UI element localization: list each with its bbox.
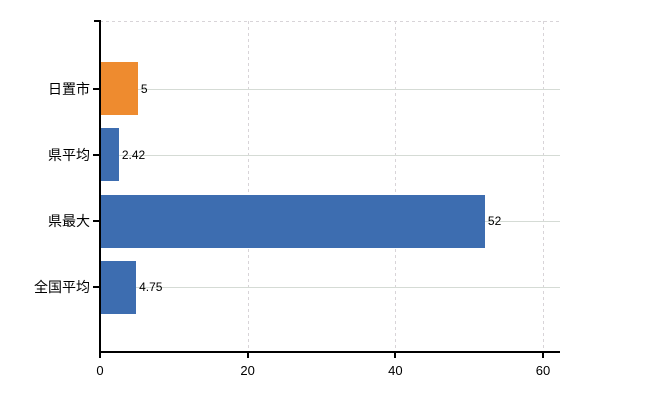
gridline-vertical — [543, 21, 544, 352]
gridline-vertical — [395, 21, 397, 352]
x-axis-tick-label: 20 — [240, 363, 255, 378]
x-axis-tick-label: 40 — [388, 363, 403, 378]
x-axis-line — [99, 351, 560, 353]
bar-1 — [101, 128, 119, 182]
y-axis-line — [99, 20, 101, 353]
bar-2 — [101, 194, 485, 248]
x-axis-tick — [99, 353, 101, 358]
x-axis-tick — [246, 353, 249, 358]
x-axis-tick — [542, 353, 544, 358]
x-axis-tick — [394, 353, 397, 358]
bar-value-label: 52 — [487, 214, 502, 229]
y-axis-tick — [93, 153, 100, 156]
y-axis-top-tick — [94, 20, 100, 22]
gridline-horizontal — [100, 88, 560, 90]
y-axis-category-label: 全国平均 — [34, 279, 90, 296]
y-axis-tick — [93, 220, 100, 223]
bar-value-label: 5 — [140, 81, 148, 96]
gridline-vertical — [247, 21, 249, 352]
bar-0 — [101, 62, 138, 115]
bar-value-label: 4.75 — [139, 280, 163, 295]
gridline-horizontal — [100, 154, 560, 156]
x-axis-tick-label: 0 — [96, 363, 104, 378]
y-axis-category-label: 県平均 — [48, 146, 90, 163]
x-axis-tick-label: 60 — [535, 363, 551, 378]
bar-value-label: 2.42 — [121, 147, 146, 162]
gridline-horizontal — [100, 287, 560, 289]
bar-3 — [101, 260, 137, 314]
y-axis-tick — [93, 286, 100, 289]
y-axis-tick — [93, 87, 100, 90]
y-axis-category-label: 日置市 — [48, 80, 90, 97]
y-axis-category-label: 県最大 — [48, 213, 90, 230]
plot-top-border — [100, 21, 560, 22]
